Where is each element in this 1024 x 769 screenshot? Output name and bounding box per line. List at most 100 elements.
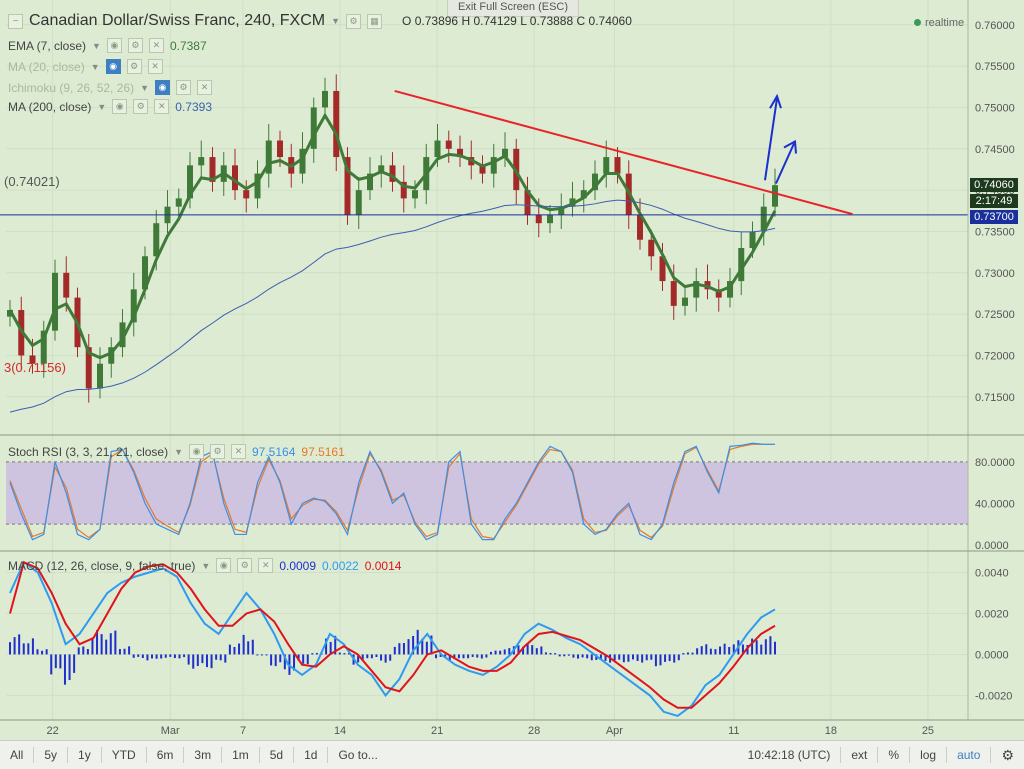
macd-hist-bar — [586, 654, 589, 659]
legend-ma20[interactable]: MA (20, close) ▼ ◉ ⚙ ✕ — [8, 59, 163, 74]
legend-ma200[interactable]: MA (200, close) ▼ ◉ ⚙ ✕ 0.7393 — [8, 99, 212, 114]
stoch-y-tick-label: 40.0000 — [975, 498, 1015, 510]
settings-icon[interactable]: ⚙ — [210, 444, 225, 459]
breakout-arrows — [764, 93, 797, 184]
range-all-button[interactable]: All — [10, 748, 24, 762]
macd-hist-bar — [169, 654, 172, 657]
macd-hist-bar — [325, 638, 328, 655]
macd-hist-bar — [627, 654, 630, 662]
macd-hist-bar — [41, 650, 44, 655]
macd-hist-bar — [416, 629, 419, 655]
macd-hist-bar — [590, 654, 593, 661]
macd-hist-bar — [549, 652, 552, 655]
y-tick-label: 0.72500 — [975, 309, 1015, 321]
auto-toggle[interactable]: auto — [957, 748, 981, 762]
legend-stoch-rsi[interactable]: Stoch RSI (3, 3, 21, 21, close) ▼ ◉ ⚙ ✕ 97.… — [8, 444, 345, 459]
log-toggle[interactable]: log — [920, 748, 937, 762]
range-1d-button[interactable]: 1d — [304, 748, 318, 762]
macd-hist-bar — [631, 654, 634, 660]
chevron-down-icon[interactable]: ▼ — [92, 40, 101, 51]
settings-icon[interactable]: ⚙ — [237, 558, 253, 573]
close-icon[interactable]: ✕ — [147, 59, 163, 74]
bull-candle — [153, 223, 160, 257]
macd-hist-bar — [448, 654, 451, 661]
eye-icon[interactable]: ◉ — [112, 99, 128, 114]
ext-toggle[interactable]: ext — [851, 748, 868, 762]
macd-hist-bar — [13, 637, 16, 655]
macd-hist-bar — [398, 643, 401, 655]
bull-candle — [558, 206, 565, 215]
percent-toggle[interactable]: % — [888, 748, 900, 762]
macd-hist-bar — [769, 636, 772, 655]
bear-candle — [648, 239, 655, 257]
gear-icon[interactable]: ⚙ — [1001, 746, 1014, 763]
macd-hist-bar — [73, 654, 76, 673]
macd-hist-bar — [50, 654, 53, 675]
format-icon[interactable]: ▦ — [367, 13, 383, 29]
eye-icon[interactable]: ◉ — [106, 38, 122, 53]
x-tick-label: 28 — [528, 725, 540, 737]
chart-canvas[interactable]: 22 Mar 7 14 21 28 Apr 11 18 25 0.76000 0.75500 0.750… — [0, 0, 1024, 740]
settings-icon[interactable]: ⚙ — [126, 59, 142, 74]
bull-candle — [772, 185, 778, 207]
range-ytd-button[interactable]: YTD — [111, 748, 136, 762]
eye-icon[interactable]: ◉ — [105, 59, 121, 74]
range-5d-button[interactable]: 5d — [269, 748, 284, 762]
chevron-down-icon[interactable]: ▼ — [140, 82, 149, 93]
macd-hist-bar — [659, 654, 662, 666]
chevron-down-icon[interactable]: ▼ — [97, 101, 107, 112]
chevron-down-icon[interactable]: ▼ — [331, 16, 341, 26]
bear-candle — [400, 181, 407, 199]
close-icon[interactable]: ✕ — [258, 558, 274, 573]
range-1y-button[interactable]: 1y — [78, 748, 91, 762]
macd-hist-bar — [219, 654, 222, 661]
bull-candle — [198, 157, 205, 166]
bull-candle — [142, 256, 148, 290]
macd-hist-bar — [755, 640, 758, 655]
range-5y-button[interactable]: 5y — [44, 748, 58, 762]
range-3m-button[interactable]: 3m — [194, 748, 212, 762]
chevron-down-icon[interactable]: ▼ — [90, 61, 100, 72]
eye-icon[interactable]: ◉ — [189, 444, 204, 459]
close-icon[interactable]: ✕ — [231, 444, 246, 459]
chevron-down-icon[interactable]: ▼ — [174, 446, 183, 457]
bull-candle — [52, 272, 58, 331]
macd-hist-bar — [613, 654, 616, 661]
macd-hist-bar — [343, 653, 346, 655]
bull-candle — [299, 148, 306, 174]
settings-icon[interactable]: ⚙ — [346, 13, 362, 29]
macd-hist-bar — [751, 638, 754, 655]
range-1m-button[interactable]: 1m — [232, 748, 249, 762]
macd-hist-bar — [471, 654, 474, 657]
legend-ema[interactable]: EMA (7, close) ▼ ◉ ⚙ ✕ 0.7387 — [8, 38, 207, 53]
macd-hist-bar — [430, 635, 433, 655]
chevron-down-icon[interactable]: ▼ — [201, 560, 211, 571]
collapse-icon[interactable]: − — [8, 13, 23, 29]
settings-icon[interactable]: ⚙ — [133, 99, 149, 114]
macd-hist-bar — [201, 654, 204, 664]
eye-icon[interactable]: ◉ — [216, 558, 232, 573]
price-axis-panel — [968, 0, 1024, 720]
x-tick-label: Apr — [606, 725, 623, 737]
macd-hist-bar — [114, 630, 117, 655]
macd-hist-bar — [522, 646, 525, 655]
settings-icon[interactable]: ⚙ — [127, 38, 143, 53]
eye-icon[interactable]: ◉ — [155, 80, 170, 95]
bull-candle — [355, 190, 362, 215]
goto-button[interactable]: Go to... — [338, 748, 378, 762]
exit-fullscreen-button[interactable]: Exit Full Screen (ESC) — [447, 0, 579, 17]
macd-hist-bar — [599, 654, 602, 660]
macd-hist-bar — [9, 642, 11, 655]
macd-hist-bar — [100, 634, 103, 655]
macd-hist-bar — [393, 646, 396, 655]
range-6m-button[interactable]: 6m — [156, 748, 174, 762]
close-icon[interactable]: ✕ — [197, 80, 212, 95]
legend-ichimoku[interactable]: Ichimoku (9, 26, 52, 26) ▼ ◉ ⚙ ✕ — [8, 80, 212, 95]
close-icon[interactable]: ✕ — [154, 99, 170, 114]
symbol-title[interactable]: Canadian Dollar/Swiss Franc, 240, FXCM — [29, 12, 326, 29]
legend-macd[interactable]: MACD (12, 26, close, 9, false, true) ▼ ◉ ⚙… — [8, 558, 402, 573]
close-icon[interactable]: ✕ — [148, 38, 164, 53]
macd-hist-bar — [357, 654, 360, 663]
y-tick-label: 0.76000 — [975, 20, 1015, 32]
settings-icon[interactable]: ⚙ — [176, 80, 191, 95]
